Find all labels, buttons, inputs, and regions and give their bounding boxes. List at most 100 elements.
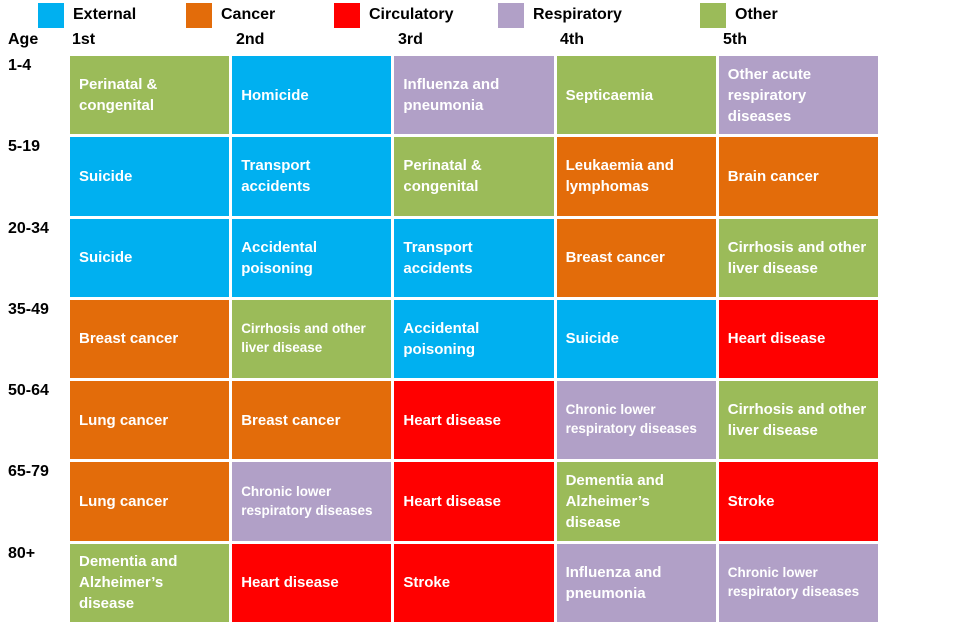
cause-label: Perinatal & congenital	[403, 157, 482, 196]
cause-cell: Chronic lower respiratory diseases	[232, 462, 392, 541]
cause-label: Perinatal & congenital	[79, 76, 158, 115]
rank-5th-header: 5th	[723, 31, 747, 48]
cause-label: Chronic lower respiratory diseases	[241, 483, 373, 518]
cause-label: Transport accidents	[241, 157, 311, 196]
cause-cell: Heart disease	[394, 462, 554, 541]
cause-label: Lung cancer	[79, 411, 169, 429]
cause-cell: Breast cancer	[556, 218, 716, 297]
circulatory-color-swatch	[334, 2, 360, 28]
cause-cell: Homicide	[232, 56, 392, 135]
cause-cell: Dementia and Alzheimer’s disease	[70, 543, 230, 622]
cause-cell: Leukaemia and lymphomas	[556, 137, 716, 216]
legend-label-circulatory: Circulatory	[369, 6, 454, 23]
cause-label: Other acute respiratory diseases	[727, 65, 812, 125]
rank-3rd-header: 3rd	[398, 31, 423, 48]
cause-cell: Influenza and pneumonia	[556, 543, 716, 622]
cause-cell: Cirrhosis and other liver disease	[718, 381, 878, 460]
rank-2nd-header: 2nd	[236, 31, 265, 48]
cause-cell: Transport accidents	[232, 137, 392, 216]
cause-cell: Transport accidents	[394, 218, 554, 297]
cause-label: Heart disease	[403, 411, 501, 429]
cause-cell: Dementia and Alzheimer’s disease	[556, 462, 716, 541]
cause-cell: Heart disease	[718, 299, 878, 379]
cause-cell: Suicide	[556, 299, 716, 379]
age-group-label: 5-19	[0, 137, 67, 216]
cause-label: Breast cancer	[565, 249, 665, 267]
column-header-row: Age 1st 2nd 3rd 4th 5th	[0, 31, 960, 53]
legend-item-circulatory: Circulatory	[334, 2, 453, 28]
cause-cell: Chronic lower respiratory diseases	[718, 543, 878, 622]
legend-item-external: External	[38, 2, 136, 28]
age-group-label: 50-64	[0, 381, 67, 460]
cause-cell: Perinatal & congenital	[394, 137, 554, 216]
legend-label-cancer: Cancer	[221, 6, 276, 23]
cause-label: Heart disease	[241, 574, 339, 592]
rank-1st-header: 1st	[72, 31, 96, 48]
cause-cell: Influenza and pneumonia	[394, 56, 554, 135]
rank-4th-header: 4th	[560, 31, 584, 48]
cause-label: Lung cancer	[79, 493, 169, 511]
cause-cell: Breast cancer	[232, 381, 392, 460]
cause-label: Suicide	[79, 167, 133, 185]
cause-cell: Lung cancer	[70, 381, 230, 460]
cause-label: Accidental poisoning	[403, 319, 480, 358]
cause-label: Homicide	[241, 86, 309, 104]
external-color-swatch	[38, 2, 64, 28]
cause-cell: Chronic lower respiratory diseases	[556, 381, 716, 460]
cause-label: Influenza and pneumonia	[565, 563, 662, 602]
cause-cell: Cirrhosis and other liver disease	[232, 299, 392, 379]
cause-label: Leukaemia and lymphomas	[565, 157, 674, 196]
legend-item-other: Other	[700, 2, 778, 28]
cause-label: Chronic lower respiratory diseases	[565, 402, 697, 437]
cause-cell: Cirrhosis and other liver disease	[718, 218, 878, 297]
cause-cell: Accidental poisoning	[232, 218, 392, 297]
other-color-swatch	[700, 2, 726, 28]
cause-label: Accidental poisoning	[241, 238, 318, 277]
legend-label-respiratory: Respiratory	[533, 6, 622, 23]
cause-label: Breast cancer	[241, 411, 341, 429]
cause-label: Septicaemia	[565, 86, 654, 104]
legend-item-respiratory: Respiratory	[498, 2, 622, 28]
cause-label: Heart disease	[403, 493, 501, 511]
cause-cell: Heart disease	[394, 381, 554, 460]
cause-label: Heart disease	[727, 330, 826, 348]
cause-cell: Suicide	[70, 137, 230, 216]
age-group-label: 20-34	[0, 218, 67, 297]
cause-cell: Perinatal & congenital	[70, 56, 230, 135]
cause-cell: Lung cancer	[70, 462, 230, 541]
cause-cell: Other acute respiratory diseases	[718, 56, 878, 135]
cause-cell: Accidental poisoning	[394, 299, 554, 379]
cause-cell: Suicide	[70, 218, 230, 297]
cause-label: Stroke	[403, 574, 451, 592]
cause-label: Cirrhosis and other liver disease	[727, 238, 867, 277]
age-group-label: 35-49	[0, 299, 67, 379]
legend-label-other: Other	[735, 6, 778, 23]
cause-label: Cirrhosis and other liver disease	[727, 401, 867, 440]
cause-label: Transport accidents	[403, 238, 473, 277]
cause-cell: Stroke	[394, 543, 554, 622]
cause-cell: Brain cancer	[718, 137, 878, 216]
cause-label: Dementia and Alzheimer’s disease	[79, 553, 178, 613]
cause-label: Suicide	[565, 330, 619, 348]
rankings-grid: 1-4 Perinatal & congenital Homicide Infl…	[0, 56, 878, 622]
cause-label: Dementia and Alzheimer’s disease	[565, 472, 664, 532]
cause-label: Cirrhosis and other liver disease	[241, 321, 366, 355]
cause-label: Chronic lower respiratory diseases	[727, 564, 860, 599]
legend: External Cancer Circulatory Respiratory …	[0, 2, 960, 28]
age-group-label: 65-79	[0, 462, 67, 541]
cause-label: Brain cancer	[727, 167, 819, 185]
cause-cell: Heart disease	[232, 543, 392, 622]
age-group-label: 80+	[0, 543, 67, 622]
cancer-color-swatch	[186, 2, 212, 28]
cause-label: Stroke	[727, 493, 775, 511]
cause-label: Influenza and pneumonia	[403, 76, 500, 115]
legend-label-external: External	[73, 6, 137, 23]
cause-label: Suicide	[79, 249, 133, 267]
legend-item-cancer: Cancer	[186, 2, 275, 28]
age-group-label: 1-4	[0, 56, 67, 135]
cause-cell: Septicaemia	[556, 56, 716, 135]
age-column-header: Age	[8, 31, 39, 48]
cause-cell: Breast cancer	[70, 299, 230, 379]
cause-cell: Stroke	[718, 462, 878, 541]
cause-label: Breast cancer	[79, 330, 179, 348]
